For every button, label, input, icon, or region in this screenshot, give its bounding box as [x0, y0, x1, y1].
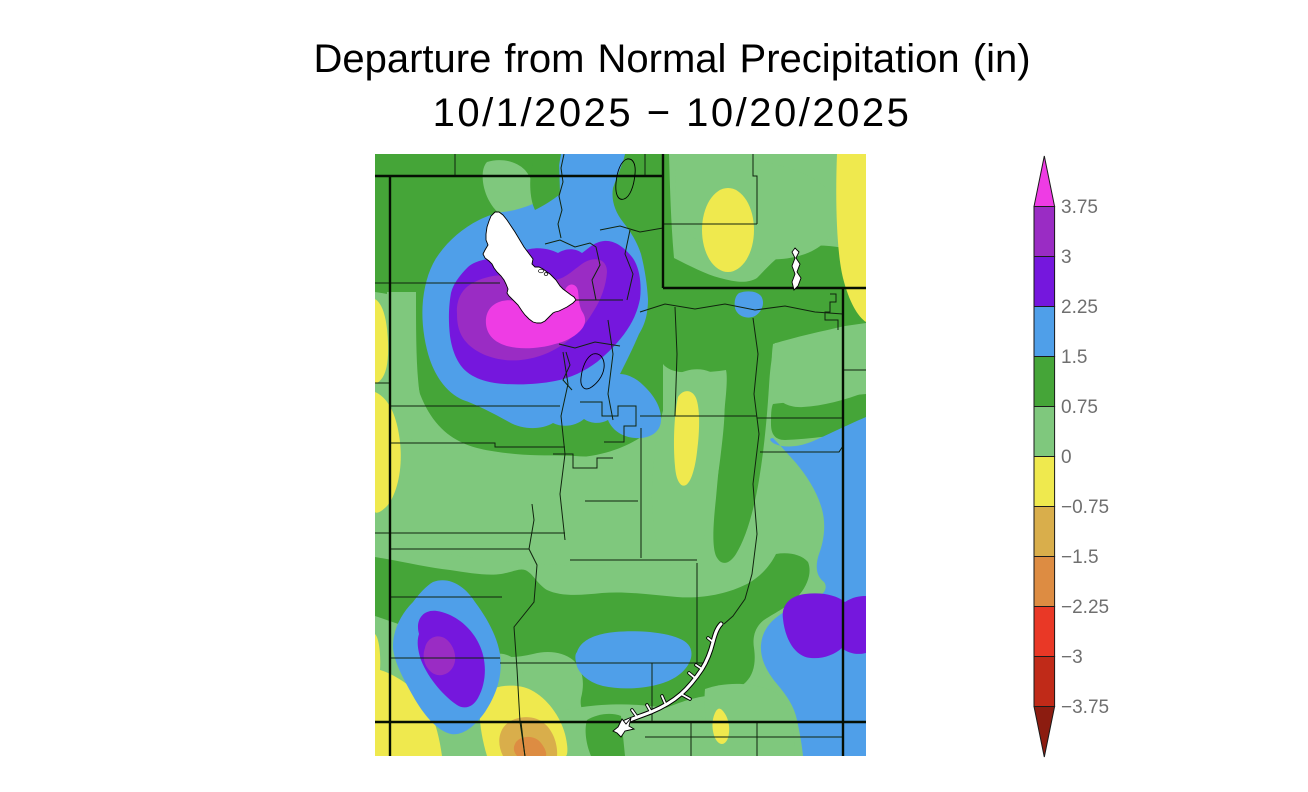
svg-text:0.75: 0.75 — [1061, 397, 1098, 418]
svg-text:3: 3 — [1061, 247, 1072, 268]
svg-text:−3: −3 — [1061, 647, 1083, 668]
svg-text:1.5: 1.5 — [1061, 347, 1087, 368]
svg-text:−2.25: −2.25 — [1061, 597, 1109, 618]
svg-text:0: 0 — [1061, 447, 1072, 468]
svg-text:−0.75: −0.75 — [1061, 497, 1109, 518]
svg-text:2.25: 2.25 — [1061, 297, 1098, 318]
svg-text:3.75: 3.75 — [1061, 197, 1098, 218]
svg-text:−1.5: −1.5 — [1061, 547, 1099, 568]
svg-text:−3.75: −3.75 — [1061, 697, 1109, 718]
